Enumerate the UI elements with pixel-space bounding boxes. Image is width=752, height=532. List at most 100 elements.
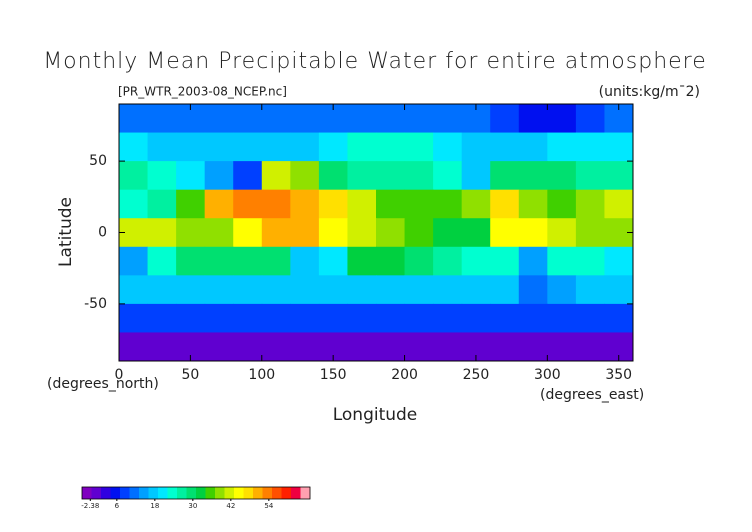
field-cell [575,104,605,134]
field-cell [204,246,234,276]
field-cell [376,161,406,191]
field-cell [347,161,377,191]
field-cell [290,161,320,191]
colorbar-swatch [253,487,263,499]
field-cell [547,303,577,333]
x-tick-label: 350 [605,367,632,383]
field-cell [404,132,434,162]
y-tick-label: 0 [98,225,107,241]
field-cell [290,104,320,134]
field-cell [376,104,406,134]
colorbar-swatch [186,487,197,499]
field-cell [575,332,605,362]
field-cell [261,332,291,362]
field-cell [233,161,263,191]
field-cell [518,275,548,305]
field-cell [490,132,520,162]
field-cell [547,132,577,162]
field-cell [147,161,177,191]
field-cell [604,132,634,162]
field-cell [518,303,548,333]
field-cell [376,332,406,362]
field-cell [147,303,177,333]
field-cell [176,303,206,333]
field-cell [318,303,348,333]
field-cell [233,132,263,162]
field-cell [147,132,177,162]
field-cell [347,132,377,162]
field-cell [233,275,263,305]
field-cell [233,303,263,333]
field-cell [404,303,434,333]
field-cell [290,332,320,362]
field-cell [461,218,491,248]
colorbar-swatch [110,487,121,499]
field-cell [490,275,520,305]
field-cell [433,104,463,134]
field-cell [518,104,548,134]
field-cell [290,132,320,162]
field-cell [490,189,520,219]
field-cell [547,275,577,305]
field-cell [376,303,406,333]
field-cell [347,303,377,333]
field-cell [490,161,520,191]
field-cell [347,104,377,134]
field-cell [119,132,149,162]
colorbar-swatch [224,487,235,499]
field-cell [490,218,520,248]
field-cell [119,275,149,305]
field-cell [575,275,605,305]
colorbar-swatch [177,487,187,499]
colorbar-tick-label: 18 [150,502,159,510]
field-cell [575,161,605,191]
y-tick-label: -50 [84,296,107,312]
field-cell [290,303,320,333]
y-unit-label: (degrees_north) [47,376,159,392]
field-cell [261,132,291,162]
field-cell [575,218,605,248]
field-cell [204,218,234,248]
field-cell [490,246,520,276]
field-cell [575,132,605,162]
field-cell [204,132,234,162]
colorbar-frame [81,486,311,500]
colorbar-swatch [148,487,159,499]
field-cell [376,246,406,276]
colorbar-tick-label: 30 [188,502,197,510]
units-label: (units:kg/m¯2) [599,84,700,100]
field-cell [547,189,577,219]
field-cell [433,332,463,362]
field-cell [318,218,348,248]
field-cell [290,189,320,219]
source-label: [PR_WTR_2003-08_NCEP.nc] [118,85,287,99]
field-cell [261,275,291,305]
field-cell [518,218,548,248]
colorbar-swatch [167,487,178,499]
field-cell [147,332,177,362]
field-cell [433,275,463,305]
colorbar-swatch [101,487,111,499]
field-cell [119,161,149,191]
field-cell [176,218,206,248]
field-cell [233,332,263,362]
colorbar-swatch [139,487,149,499]
field-cell [176,189,206,219]
field-cell [176,161,206,191]
field-cell [261,218,291,248]
field-cell [575,246,605,276]
field-cell [147,104,177,134]
field-cell [547,104,577,134]
field-cell [376,132,406,162]
field-cell [318,161,348,191]
field-cell [433,246,463,276]
field-cell [176,132,206,162]
field-cell [404,275,434,305]
field-cell [176,275,206,305]
field-cell [433,161,463,191]
colorbar-swatch [291,487,301,499]
field-cell [518,332,548,362]
field-cell [347,189,377,219]
colorbar-tick-label: 54 [264,502,273,510]
